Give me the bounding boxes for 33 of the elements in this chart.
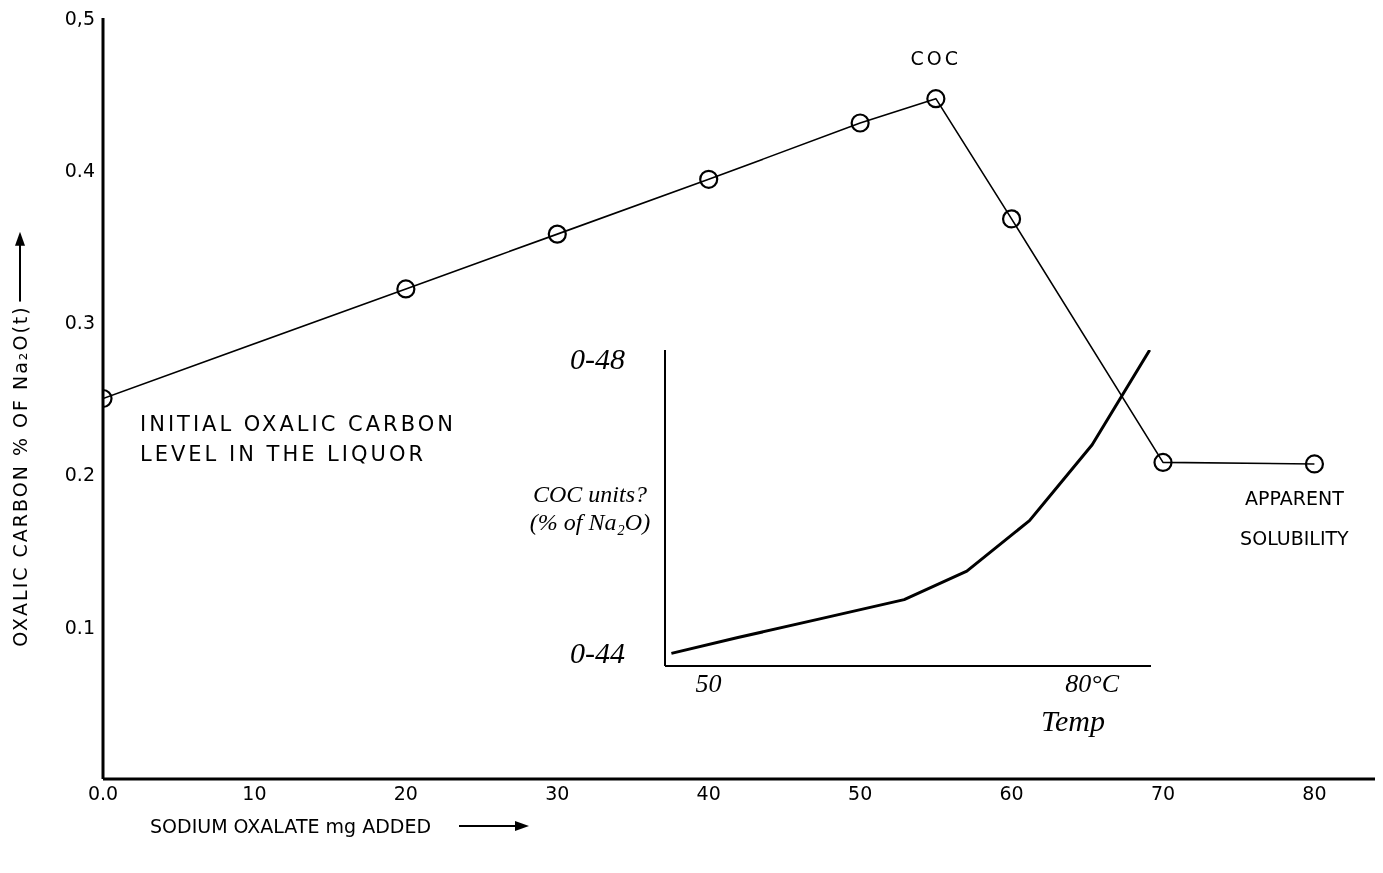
annotation: INITIAL OXALIC CARBON LEVEL IN THE LIQUOR xyxy=(140,410,457,468)
x-tick-label: 50 xyxy=(848,782,873,805)
annotation: 0-44 xyxy=(570,636,625,670)
x-tick-label: 80°C xyxy=(1065,669,1120,699)
x-tick-label: 50 xyxy=(695,669,722,699)
x-tick-label: 10 xyxy=(242,782,267,805)
y-tick-label: 0.2 xyxy=(64,463,95,486)
y-tick-label: 0,5 xyxy=(64,6,95,29)
x-tick-label: 40 xyxy=(696,782,721,805)
y-tick-label: 0.3 xyxy=(64,311,95,334)
annotation: 0-48 xyxy=(570,342,625,376)
point xyxy=(547,224,567,244)
y-axis-title: OXALIC CARBON % OF Na₂O(t) xyxy=(9,304,31,647)
x-axis-title: Temp xyxy=(1041,704,1105,738)
y-tick-label: 0.4 xyxy=(64,158,95,181)
y-axis-title: COC units? (% of Na₂O) xyxy=(528,480,652,536)
x-tick-label: 60 xyxy=(999,782,1024,805)
annotation: APPARENT SOLUBILITY xyxy=(1239,485,1350,551)
point xyxy=(1153,452,1173,473)
point xyxy=(926,89,946,109)
point xyxy=(396,279,416,299)
x-tick-label: 20 xyxy=(393,782,418,805)
y-tick-label: 0.1 xyxy=(64,615,95,638)
point xyxy=(1304,454,1325,474)
x-tick-label: 80 xyxy=(1302,782,1327,805)
point xyxy=(850,113,870,133)
x-axis-title: SODIUM OXALATE mg ADDED xyxy=(150,815,432,837)
x-tick-label: 30 xyxy=(545,782,570,805)
x-tick-label: 0.0 xyxy=(87,782,119,805)
x-tick-label: 70 xyxy=(1150,782,1176,805)
point xyxy=(1001,209,1022,229)
point xyxy=(699,169,719,189)
annotation: COC xyxy=(909,46,963,69)
